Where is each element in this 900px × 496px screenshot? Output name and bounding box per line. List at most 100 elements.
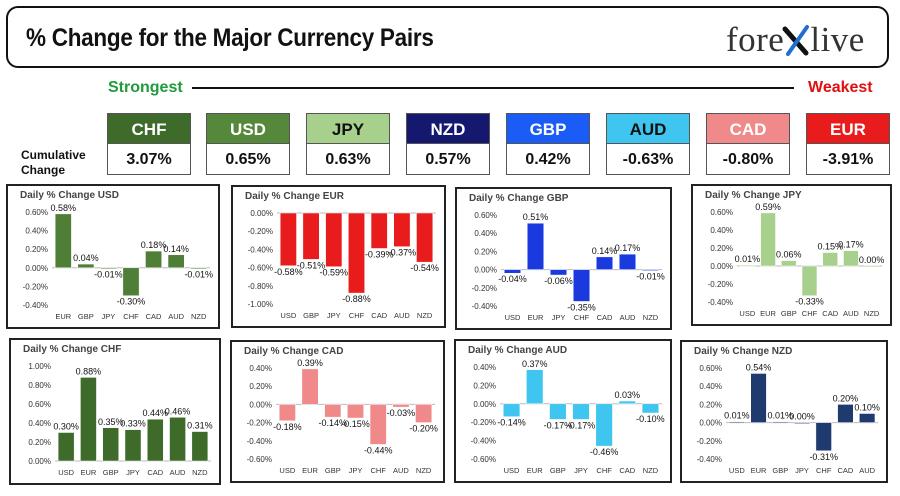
y-tick-label: 0.60% <box>710 208 733 217</box>
y-tick-label: -0.20% <box>697 437 722 446</box>
y-tick-label: -0.40% <box>23 301 48 310</box>
data-label: -0.20% <box>409 424 438 434</box>
x-tick-label: NZD <box>643 313 659 322</box>
x-tick-label: CHF <box>123 312 139 321</box>
bar <box>837 404 854 423</box>
data-label: 0.01% <box>735 254 761 264</box>
chart-panel-5: Daily % Change CHF 1.00% 0.80% 0.60% 0.40% 0.… <box>9 338 221 485</box>
x-tick-label: NZD <box>191 312 207 321</box>
y-tick-label: -0.60% <box>471 455 496 464</box>
bar <box>392 404 410 408</box>
currency-cumulative-value: 0.42% <box>506 144 590 175</box>
data-label: 0.44% <box>143 408 169 418</box>
currency-box-gbp: GBP 0.42% <box>506 113 590 175</box>
data-label: -0.37% <box>388 248 417 258</box>
bar <box>549 403 567 420</box>
y-tick-label: -0.40% <box>471 437 496 446</box>
y-tick-label: 0.40% <box>249 364 272 373</box>
x-tick-label: JPY <box>327 311 341 320</box>
bar <box>595 256 614 270</box>
x-tick-label: GBP <box>550 466 566 475</box>
bar <box>169 417 186 462</box>
x-tick-label: EUR <box>527 466 543 475</box>
bar <box>393 212 411 247</box>
y-tick-label: -0.20% <box>23 282 48 291</box>
bar-chart: 0.60% 0.40% 0.20% 0.00% -0.20% -0.40% 0.01% USD… <box>697 362 880 475</box>
y-tick-label: 0.20% <box>473 381 496 390</box>
y-tick-label: 0.40% <box>25 227 48 236</box>
data-label: -0.18% <box>273 422 302 432</box>
data-label: 0.06% <box>776 250 802 260</box>
x-tick-label: AUD <box>620 313 636 322</box>
data-label: 0.04% <box>73 253 99 263</box>
x-tick-label: CAD <box>597 313 613 322</box>
chart-panel-2: Daily % Change EUR 0.00% -0.20% -0.40% -0.60… <box>231 185 446 328</box>
data-label: 0.88% <box>76 366 102 376</box>
data-label: -0.39% <box>365 249 394 259</box>
currency-name: GBP <box>506 113 590 144</box>
currency-cumulative-value: -0.80% <box>706 144 790 175</box>
x-tick-label: NZD <box>864 309 880 318</box>
data-label: 0.17% <box>615 243 641 253</box>
x-tick-label: CAD <box>371 311 387 320</box>
bar <box>641 403 660 414</box>
currency-box-jpy: JPY 0.63% <box>306 113 390 175</box>
y-tick-label: 0.80% <box>28 381 51 390</box>
x-tick-label: CHF <box>349 311 365 320</box>
currency-cumulative-value: 3.07% <box>107 144 191 175</box>
currency-box-aud: AUD -0.63% <box>606 113 690 175</box>
bar <box>526 222 545 270</box>
data-label: 0.33% <box>120 419 146 429</box>
data-label: 0.39% <box>297 358 323 368</box>
bar <box>502 403 521 417</box>
x-tick-label: JPY <box>349 466 363 475</box>
bar <box>122 267 140 296</box>
bar-chart: 0.60% 0.40% 0.20% 0.00% -0.20% -0.40% 0.01% USD… <box>708 202 885 318</box>
currency-box-chf: CHF 3.07% <box>107 113 191 175</box>
data-label: -0.31% <box>809 452 838 462</box>
bar <box>822 252 838 267</box>
bar <box>416 212 434 263</box>
y-tick-label: -0.20% <box>708 280 733 289</box>
data-label: 0.18% <box>141 240 167 250</box>
bar <box>815 422 832 452</box>
bar <box>618 253 637 270</box>
bar <box>863 265 880 268</box>
y-tick-label: 0.20% <box>249 382 272 391</box>
data-label: -0.88% <box>342 294 371 304</box>
bar <box>859 413 876 423</box>
bar <box>147 418 164 462</box>
x-tick-label: AUD <box>843 309 859 318</box>
bar <box>54 213 72 269</box>
currency-cumulative-value: 0.57% <box>406 144 490 175</box>
data-label: -0.17% <box>544 420 573 430</box>
x-tick-label: EUR <box>81 468 97 477</box>
x-tick-label: EUR <box>55 312 71 321</box>
x-tick-label: CAD <box>838 466 854 475</box>
bar <box>167 254 185 269</box>
bar <box>793 422 811 424</box>
data-label: -0.15% <box>341 419 370 429</box>
currency-cumulative-value: 0.65% <box>206 144 290 175</box>
currency-name: EUR <box>806 113 890 144</box>
y-tick-label: 0.40% <box>710 226 733 235</box>
chart-title: Daily % Change NZD <box>694 346 793 357</box>
data-label: 0.00% <box>859 255 885 265</box>
bar <box>191 431 209 462</box>
data-label: -0.58% <box>274 267 303 277</box>
y-tick-label: 0.40% <box>473 363 496 372</box>
y-tick-label: 0.20% <box>28 438 51 447</box>
bar <box>301 368 319 405</box>
x-tick-label: GBP <box>103 468 119 477</box>
y-tick-label: 0.20% <box>474 247 497 256</box>
x-tick-label: CHF <box>816 466 832 475</box>
currency-box-eur: EUR -3.91% <box>806 113 890 175</box>
bar-chart: 0.40% 0.20% 0.00% -0.20% -0.40% -0.60% -0.18% U… <box>247 358 438 475</box>
data-label: -0.04% <box>498 274 527 284</box>
data-label: -0.59% <box>320 268 349 278</box>
bar <box>641 269 660 271</box>
bar <box>190 267 208 270</box>
page-title: % Change for the Major Currency Pairs <box>26 24 434 52</box>
logo-text-left: fore <box>726 20 785 59</box>
currency-cumulative-value: -0.63% <box>606 144 690 175</box>
